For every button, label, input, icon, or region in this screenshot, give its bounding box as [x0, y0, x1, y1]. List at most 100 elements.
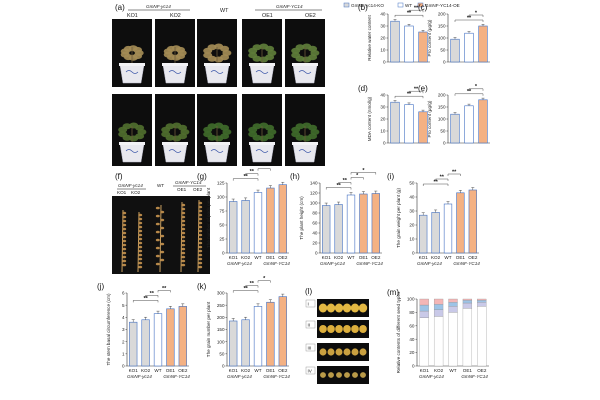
x-tick-label: OE1 — [463, 368, 473, 373]
y-tick-label: 0 — [383, 141, 386, 146]
stem-photo — [121, 209, 127, 273]
stacked-bar-segment — [433, 316, 444, 367]
y-axis-label: Relative contents of different seed type… — [396, 291, 401, 373]
significance-bracket — [350, 177, 364, 180]
seed — [320, 372, 326, 378]
bar — [450, 113, 460, 144]
y-axis-label: The plant height (cm) — [299, 196, 304, 240]
panel-a-label-ko2: KO2 — [170, 13, 181, 19]
significance-bracket — [133, 300, 159, 303]
x-tick-label: OE2 — [278, 255, 288, 260]
seed — [360, 372, 366, 378]
bar — [464, 32, 474, 63]
significance-bracket — [338, 182, 352, 185]
x-tick-label: OE2 — [477, 368, 487, 373]
significance-label: * — [362, 168, 365, 174]
significance-label: ** — [250, 281, 255, 287]
bar-chart-i: (i) 0 10 20 30 40 50 The grain weight per plant… — [387, 169, 480, 266]
bar-chart-g: (g) 0 25 50 75 100 125 The number of pods per p… — [197, 164, 290, 266]
x-tick-label: KO1 — [322, 255, 332, 260]
stacked-bar-segment — [477, 298, 487, 301]
significance-bracket — [145, 295, 159, 298]
y-tick-label: 30 — [380, 24, 386, 29]
bar — [229, 201, 238, 254]
bar — [266, 301, 275, 367]
panel-letter: (e) — [418, 84, 428, 93]
significance-bracket — [454, 19, 484, 22]
legend-swatch-ko — [343, 2, 350, 8]
group-label-ko: GmNF-yc14 — [227, 374, 252, 379]
x-tick-label: WT — [154, 368, 161, 373]
group-label-ko: GmNF-yc14 — [127, 374, 152, 379]
bar — [359, 193, 368, 254]
group-label-oe: GmNF-YC14 — [263, 261, 290, 266]
y-tick-label: 30 — [409, 209, 415, 214]
bar — [153, 313, 163, 367]
significance-label: ** — [433, 179, 438, 185]
significance-label: ** — [467, 89, 472, 95]
plant-photo — [155, 19, 195, 87]
legend-label-oe: GmNF-YC14-OE — [425, 3, 460, 8]
y-tick-label: 150 — [217, 327, 225, 332]
x-tick-label: OE2 — [178, 368, 188, 373]
x-tick-label: KO2 — [241, 255, 251, 260]
y-tick-label: 20 — [409, 350, 415, 355]
stacked-bar-segment — [419, 304, 429, 312]
y-tick-label: 40 — [380, 12, 386, 17]
seed — [335, 348, 343, 356]
y-tick-label: 150 — [438, 105, 446, 110]
y-tick-label: 0 — [122, 364, 125, 369]
significance-label: * — [475, 84, 478, 90]
bar — [404, 104, 414, 144]
significance-label: * — [356, 173, 359, 179]
seed — [352, 372, 358, 378]
y-tick-label: 250 — [217, 303, 225, 308]
bar — [278, 296, 287, 367]
y-tick-label: 50 — [219, 351, 225, 356]
panel-letter: (b) — [358, 3, 368, 12]
bar-chart-j: (j) 0 1 2 3 4 5 6 The stem basal circumference (… — [97, 282, 190, 379]
stacked-bar-segment — [448, 312, 458, 367]
bar — [322, 205, 331, 254]
x-tick-label: OE2 — [278, 368, 288, 373]
bar — [334, 204, 343, 254]
panel-f-ko-group: GmNF-yc14 — [118, 183, 143, 188]
group-label-oe: GmNF-YC14 — [263, 374, 290, 379]
y-tick-label: 0 — [443, 141, 446, 146]
x-tick-label: KO1 — [420, 368, 430, 373]
group-label-ko: GmNF-yc14 — [419, 374, 444, 379]
seed — [319, 324, 327, 334]
x-tick-label: KO2 — [241, 368, 251, 373]
bar-chart-d: (d) 0 10 20 30 40 MDA content (nmol/g) **** — [358, 84, 430, 146]
y-tick-label: 10 — [380, 48, 386, 53]
significance-label: ** — [336, 183, 341, 189]
bar — [129, 321, 138, 367]
y-tick-label: 40 — [312, 231, 318, 236]
bar — [468, 189, 477, 254]
plant-photo — [155, 94, 195, 166]
stacked-bar-segment — [462, 302, 473, 309]
x-tick-label: OE1 — [266, 255, 276, 260]
stacked-bar-segment — [462, 308, 473, 367]
stem-photo — [197, 199, 203, 273]
bar — [456, 192, 465, 254]
seed-row-label: I — [305, 299, 316, 308]
significance-bracket — [394, 15, 424, 18]
seed-row-number: I — [308, 302, 309, 307]
seed — [326, 303, 336, 313]
significance-label: ** — [243, 174, 248, 180]
y-tick-label: 100 — [217, 339, 225, 344]
y-tick-label: 4 — [122, 315, 125, 320]
panel-f-label-oe2: OE2 — [193, 187, 203, 192]
y-tick-label: 5 — [122, 303, 125, 308]
panel-letter: (c) — [418, 3, 428, 12]
seed — [344, 372, 350, 378]
x-tick-label: OE1 — [359, 255, 369, 260]
x-tick-label: KO1 — [129, 368, 139, 373]
y-axis-label: Pro content (μg/g) — [427, 19, 432, 56]
x-tick-label: KO1 — [419, 255, 429, 260]
y-tick-label: 150 — [438, 24, 446, 29]
significance-bracket — [233, 290, 259, 293]
plant-photo — [285, 94, 325, 166]
